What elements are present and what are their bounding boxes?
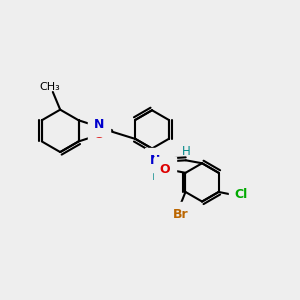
Text: CH₃: CH₃ (39, 82, 60, 92)
Text: H: H (182, 145, 190, 158)
Text: O: O (160, 163, 170, 176)
Text: O: O (93, 128, 104, 141)
Text: N: N (150, 154, 161, 167)
Text: Cl: Cl (235, 188, 248, 201)
Text: Br: Br (173, 208, 188, 220)
Text: H: H (152, 170, 161, 183)
Text: N: N (94, 118, 104, 131)
